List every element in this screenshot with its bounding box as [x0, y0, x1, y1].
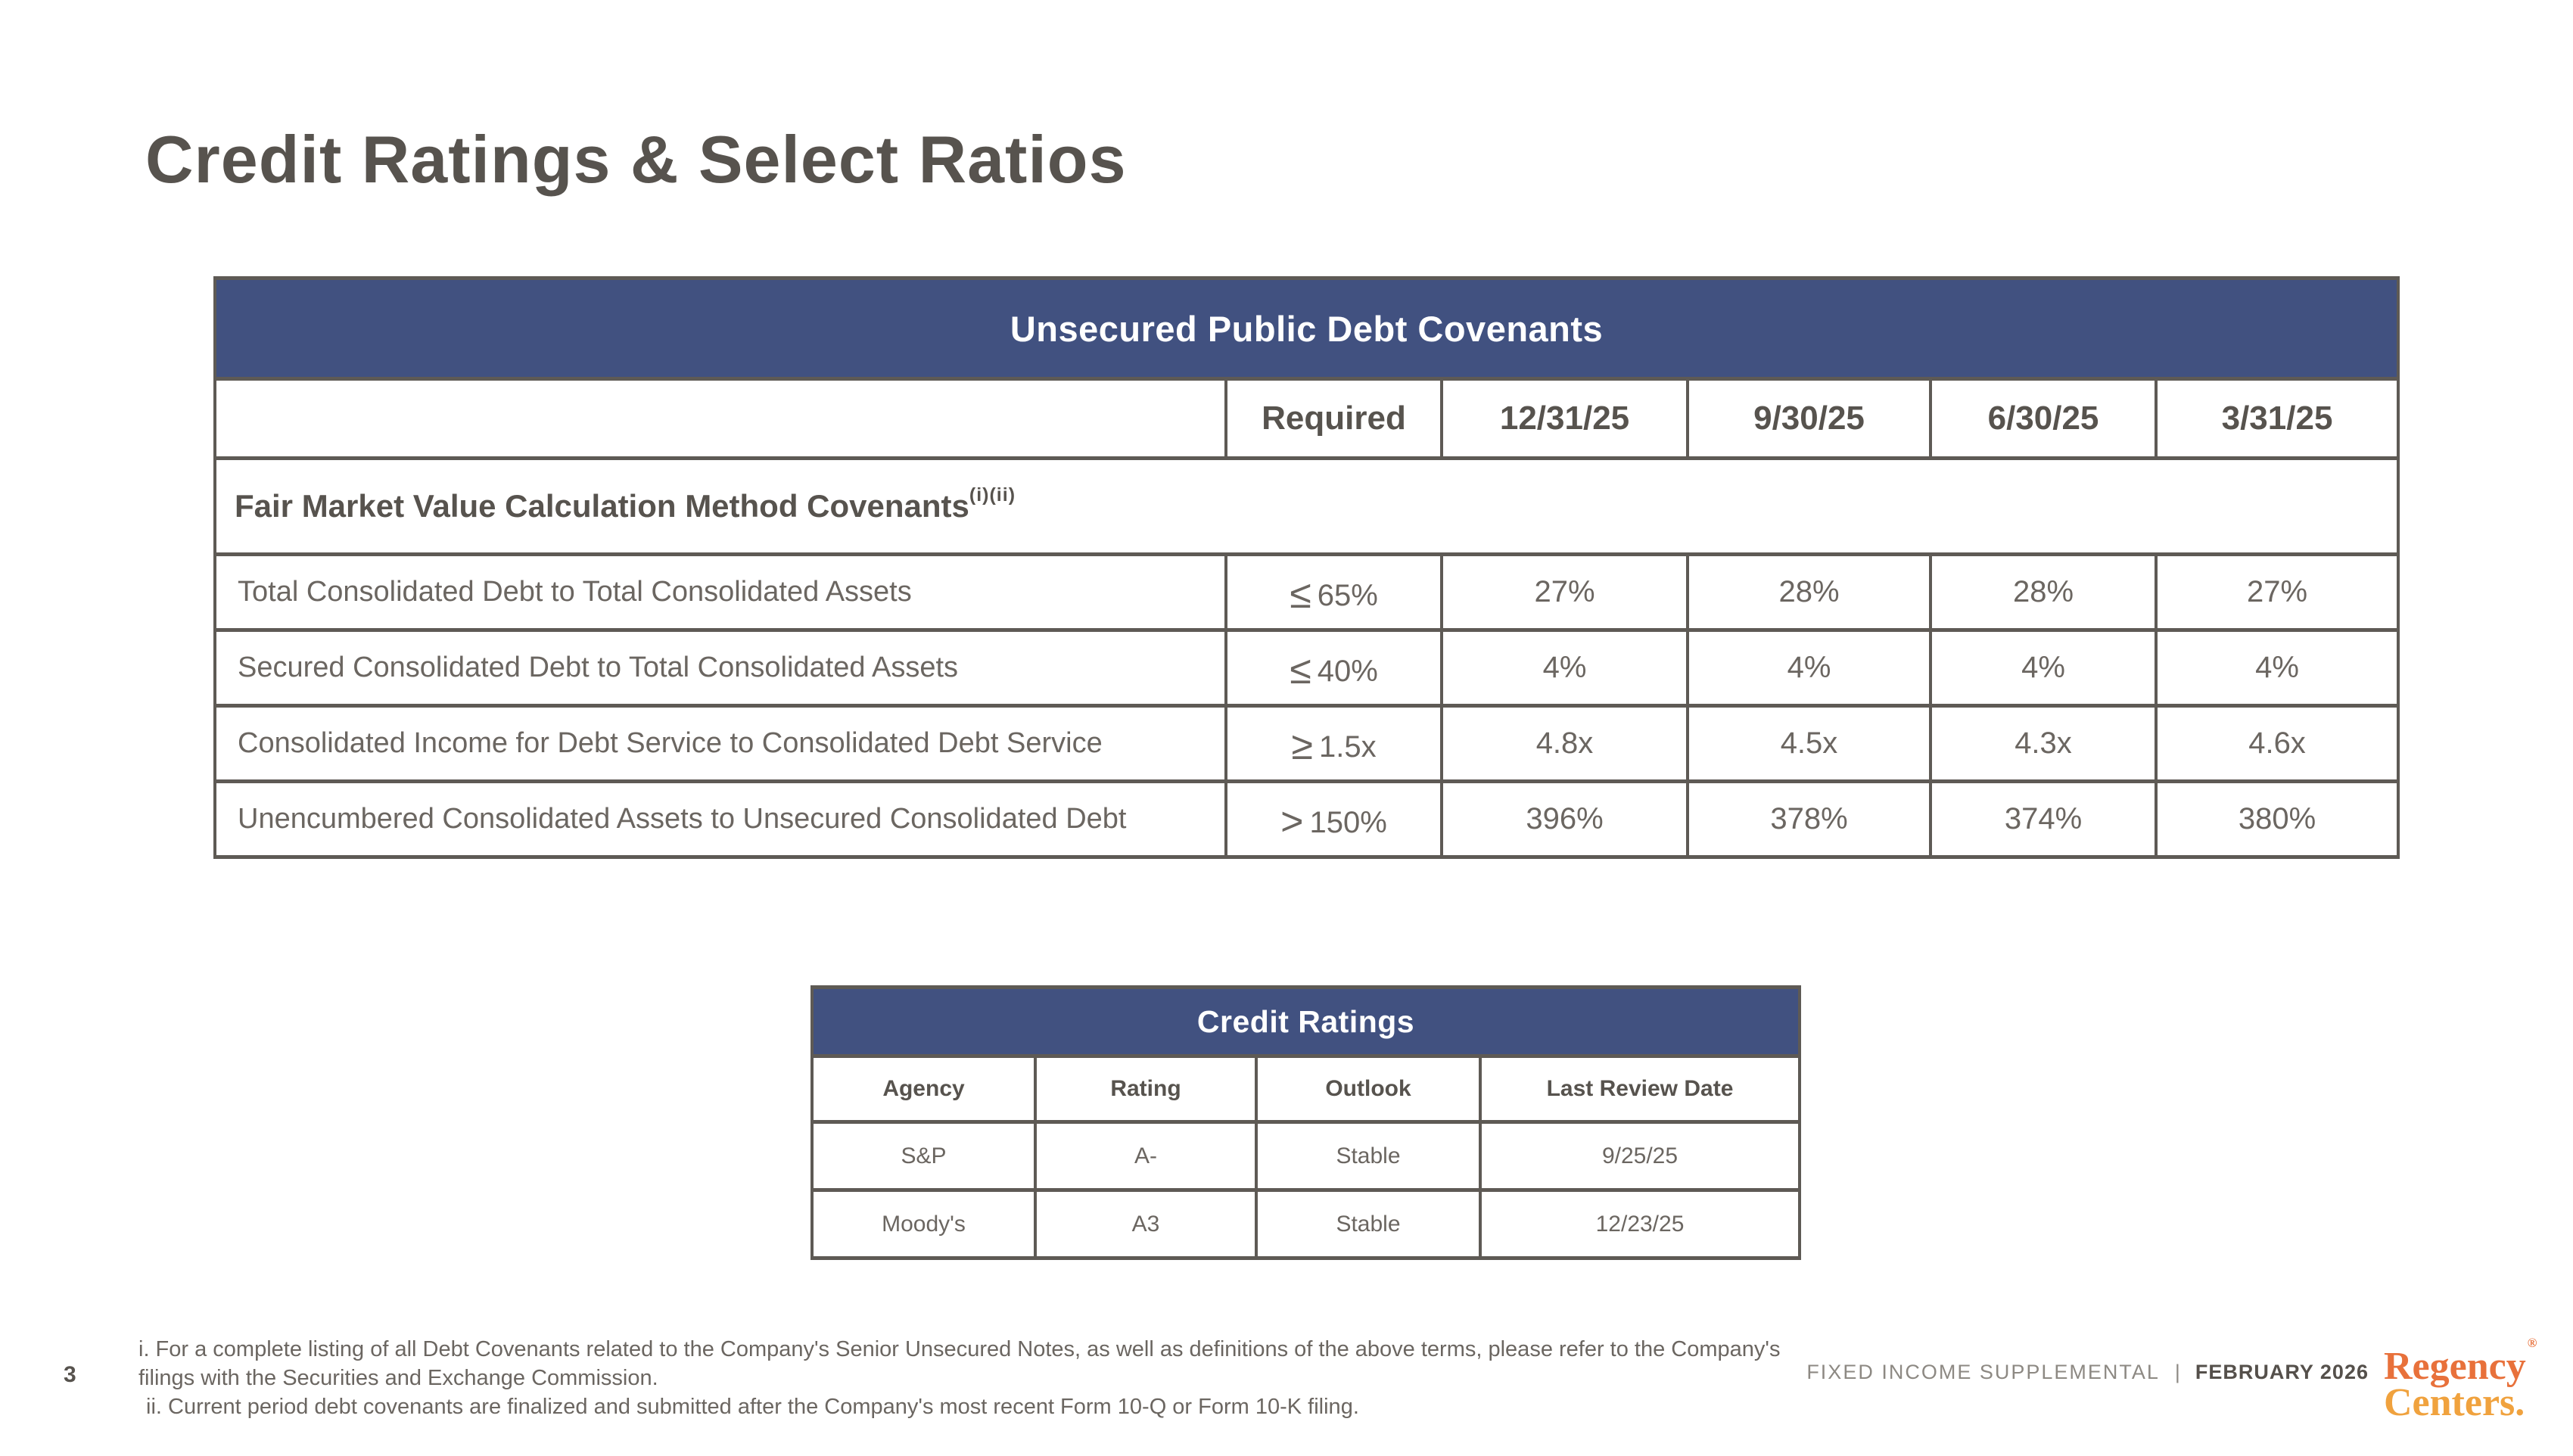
document-label: FIXED INCOME SUPPLEMENTAL	[1806, 1361, 2160, 1383]
covenants-table: Unsecured Public Debt Covenants Required…	[213, 276, 2400, 859]
covenant-label: Unencumbered Consolidated Assets to Unse…	[213, 779, 1227, 859]
footer-date: FEBRUARY 2026	[2195, 1361, 2369, 1383]
section-header-superscript: (i)(ii)	[969, 484, 1016, 506]
covenant-value: 374%	[1929, 779, 2158, 859]
column-header-date-1: 12/31/25	[1440, 377, 1689, 460]
column-header-date-3: 6/30/25	[1929, 377, 2158, 460]
rating-row-sp: S&P A- Stable 9/25/25	[810, 1120, 1802, 1192]
footer-separator: |	[2174, 1361, 2180, 1383]
covenant-value: 28%	[1686, 552, 1932, 632]
registered-trademark-icon: ®	[2527, 1335, 2537, 1350]
outlook-cell: Stable	[1255, 1120, 1482, 1192]
required-value: 65%	[1317, 578, 1378, 612]
covenant-value: 378%	[1686, 779, 1932, 859]
covenant-value: 4%	[1440, 628, 1689, 708]
section-header-text: Fair Market Value Calculation Method Cov…	[235, 488, 969, 524]
covenant-value: 4.3x	[1929, 704, 2158, 783]
covenants-table-title: Unsecured Public Debt Covenants	[213, 276, 2400, 381]
covenant-value: 28%	[1929, 552, 2158, 632]
covenant-value: 4.5x	[1686, 704, 1932, 783]
covenant-required-cell: ≤40%	[1224, 628, 1443, 708]
covenant-row-income-debt-service: Consolidated Income for Debt Service to …	[213, 704, 2400, 783]
covenant-row-secured-debt: Secured Consolidated Debt to Total Conso…	[213, 628, 2400, 708]
logo-line-centers: Centers.	[2384, 1380, 2525, 1424]
rating-cell: A3	[1034, 1188, 1258, 1260]
column-header-date-2: 9/30/25	[1686, 377, 1932, 460]
credit-ratings-table: Credit Ratings Agency Rating Outlook Las…	[810, 985, 1802, 1260]
rating-cell: A-	[1034, 1120, 1258, 1192]
covenant-value: 27%	[2154, 552, 2400, 632]
covenant-value: 4.8x	[1440, 704, 1689, 783]
column-header-date-4: 3/31/25	[2154, 377, 2400, 460]
covenant-label: Secured Consolidated Debt to Total Conso…	[213, 628, 1227, 708]
covenant-value: 4%	[1686, 628, 1932, 708]
column-header-required: Required	[1224, 377, 1443, 460]
page-title: Credit Ratings & Select Ratios	[145, 121, 1127, 197]
ratings-column-header-row: Agency Rating Outlook Last Review Date	[810, 1054, 1802, 1124]
column-header-last-review-date: Last Review Date	[1478, 1054, 1802, 1124]
required-symbol: ≤	[1290, 648, 1311, 692]
covenants-section-header: Fair Market Value Calculation Method Cov…	[213, 456, 2400, 556]
covenant-row-unencumbered-assets: Unencumbered Consolidated Assets to Unse…	[213, 779, 2400, 859]
covenants-section-header-row: Fair Market Value Calculation Method Cov…	[213, 456, 2400, 556]
required-symbol: ≥	[1291, 723, 1313, 768]
footnote-ii: ii. Current period debt covenants are fi…	[146, 1395, 1359, 1419]
required-value: 40%	[1317, 654, 1378, 688]
regency-centers-logo: Regency® Centers.	[2384, 1336, 2537, 1424]
column-header-agency: Agency	[810, 1054, 1037, 1124]
footnote-i-line-1: i. For a complete listing of all Debt Co…	[138, 1337, 1781, 1361]
covenant-value: 27%	[1440, 552, 1689, 632]
covenant-required-cell: >150%	[1224, 779, 1443, 859]
covenant-required-cell: ≥1.5x	[1224, 704, 1443, 783]
covenant-label: Total Consolidated Debt to Total Consoli…	[213, 552, 1227, 632]
required-symbol: ≤	[1290, 572, 1311, 617]
covenants-column-header-row: Required 12/31/25 9/30/25 6/30/25 3/31/2…	[213, 377, 2400, 460]
column-header-rating: Rating	[1034, 1054, 1258, 1124]
covenant-label: Consolidated Income for Debt Service to …	[213, 704, 1227, 783]
agency-cell: Moody's	[810, 1188, 1037, 1260]
last-review-date-cell: 12/23/25	[1478, 1188, 1802, 1260]
outlook-cell: Stable	[1255, 1188, 1482, 1260]
ratings-table-title-row: Credit Ratings	[810, 985, 1802, 1058]
page-number: 3	[64, 1362, 76, 1387]
agency-cell: S&P	[810, 1120, 1037, 1192]
covenant-value: 4%	[1929, 628, 2158, 708]
required-value: 1.5x	[1318, 730, 1377, 764]
covenant-required-cell: ≤65%	[1224, 552, 1443, 632]
covenants-table-title-row: Unsecured Public Debt Covenants	[213, 276, 2400, 381]
covenant-row-total-debt: Total Consolidated Debt to Total Consoli…	[213, 552, 2400, 632]
required-value: 150%	[1309, 805, 1387, 839]
covenant-value: 4%	[2154, 628, 2400, 708]
covenant-value: 380%	[2154, 779, 2400, 859]
last-review-date-cell: 9/25/25	[1478, 1120, 1802, 1192]
footnotes: i. For a complete listing of all Debt Co…	[138, 1335, 1780, 1421]
footnote-i-line-2: filings with the Securities and Exchange…	[138, 1366, 658, 1390]
column-header-outlook: Outlook	[1255, 1054, 1482, 1124]
required-symbol: >	[1280, 799, 1304, 844]
covenant-value: 4.6x	[2154, 704, 2400, 783]
logo-text-regency: Regency	[2384, 1345, 2526, 1388]
ratings-table-title: Credit Ratings	[810, 985, 1802, 1058]
column-header-blank	[213, 377, 1227, 460]
footer-meta: FIXED INCOME SUPPLEMENTAL | FEBRUARY 202…	[1806, 1361, 2369, 1384]
logo-line-regency: Regency®	[2384, 1336, 2537, 1386]
covenant-value: 396%	[1440, 779, 1689, 859]
rating-row-moodys: Moody's A3 Stable 12/23/25	[810, 1188, 1802, 1260]
